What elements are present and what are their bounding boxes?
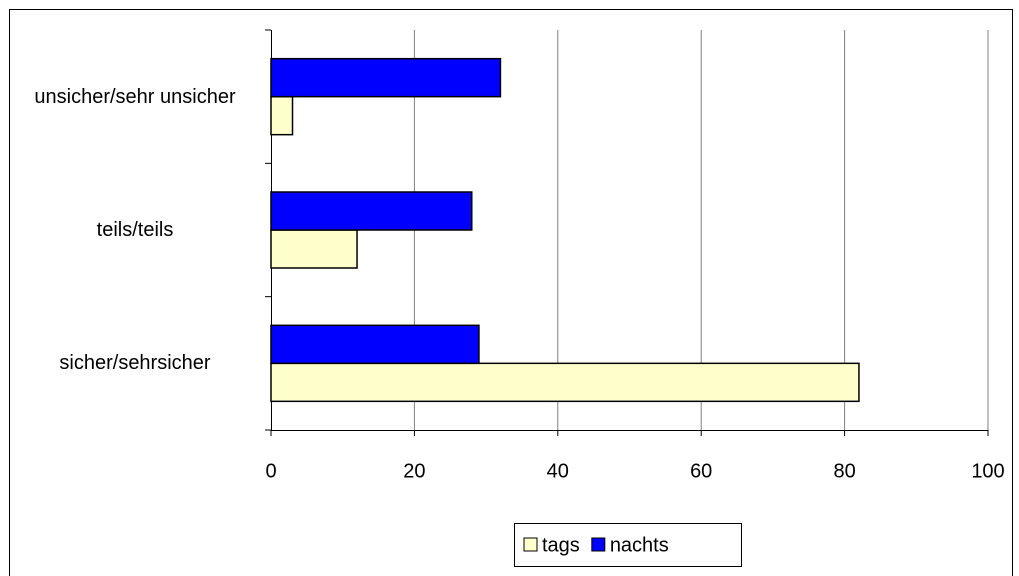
y-tick-label: teils/teils [96,219,174,241]
x-tick-label: 0 [265,460,276,482]
bar [270,95,294,136]
x-tick-label: 20 [403,460,425,482]
legend-label: nachts [610,534,669,556]
y-label-box: sicher/sehrsicher [20,350,250,376]
legend-label: tags [542,534,580,556]
x-tick-label: 60 [690,460,712,482]
x-tick-label: 80 [833,460,855,482]
y-label-box: teils/teils [20,217,250,243]
bar [270,57,502,98]
y-tick-label: sicher/sehrsicher [59,352,211,375]
legend-swatch [523,537,538,552]
bar [270,229,358,269]
x-tick-label: 100 [971,460,1004,482]
legend-box [514,523,742,567]
bar [270,191,473,231]
bar [270,362,860,403]
chart-frame [9,9,1013,576]
x-tick-label: 40 [547,460,569,482]
y-tick-label: unsicher/sehr unsicher [34,85,236,108]
y-label-box: unsicher/sehr unsicher [20,84,250,110]
legend-swatch [591,537,606,552]
bar [270,324,480,365]
